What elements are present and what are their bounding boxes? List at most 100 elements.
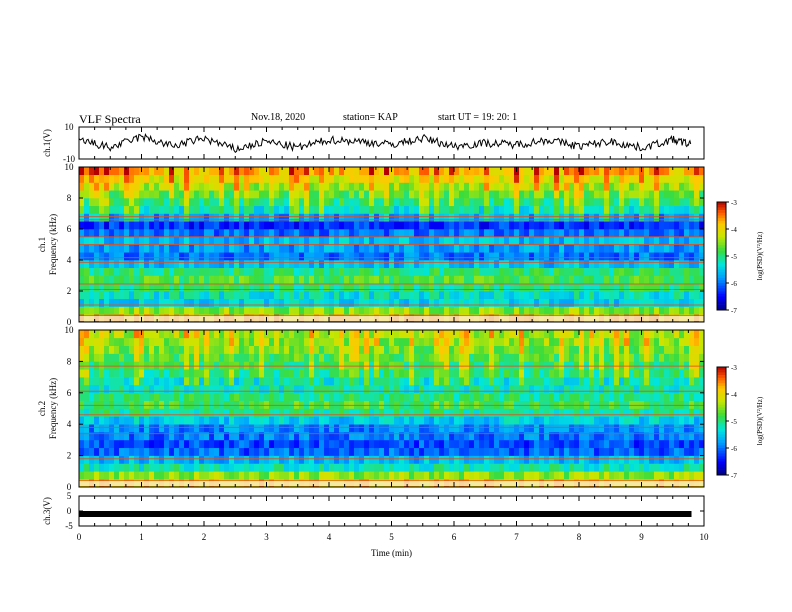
- psd-cell: [644, 182, 650, 191]
- psd-cell: [304, 337, 310, 346]
- psd-cell: [149, 447, 155, 456]
- psd-cell: [284, 408, 290, 417]
- psd-cell: [359, 306, 365, 315]
- psd-cell: [499, 463, 505, 472]
- psd-cell: [339, 198, 345, 207]
- psd-cell: [304, 369, 310, 378]
- psd-cell: [139, 463, 145, 472]
- psd-cell: [579, 283, 585, 292]
- psd-cell: [434, 463, 440, 472]
- psd-cell: [564, 236, 570, 245]
- psd-cell: [544, 236, 550, 245]
- psd-cell: [174, 229, 180, 238]
- psd-cell: [119, 432, 125, 441]
- psd-cell: [374, 345, 380, 354]
- psd-cell: [174, 361, 180, 370]
- psd-cell: [184, 298, 190, 307]
- psd-cell: [379, 291, 385, 300]
- psd-cell: [509, 447, 515, 456]
- psd-cell: [639, 471, 645, 480]
- psd-cell: [359, 291, 365, 300]
- psd-cell: [199, 190, 205, 199]
- psd-cell: [199, 353, 205, 362]
- psd-cell: [134, 463, 140, 472]
- psd-cell: [509, 455, 515, 464]
- psd-cell: [94, 392, 100, 401]
- psd-cell: [189, 291, 195, 300]
- psd-cell: [219, 283, 225, 292]
- psd-cell: [509, 463, 515, 472]
- psd-cell: [694, 236, 700, 245]
- psd-cell: [369, 283, 375, 292]
- psd-cell: [149, 213, 155, 222]
- psd-cell: [459, 190, 465, 199]
- psd-cell: [159, 369, 165, 378]
- psd-cell: [549, 267, 555, 276]
- psd-cell: [689, 361, 695, 370]
- psd-cell: [489, 384, 495, 394]
- psd-cell: [129, 463, 135, 472]
- psd-cell: [664, 408, 670, 417]
- psd-cell: [609, 182, 615, 191]
- psd-cell: [104, 471, 110, 480]
- psd-cell: [664, 298, 670, 307]
- psd-cell: [324, 221, 330, 230]
- psd-cell: [149, 182, 155, 191]
- psd-cell: [609, 174, 615, 183]
- psd-cell: [134, 330, 140, 339]
- psd-cell: [654, 244, 660, 253]
- psd-cell: [479, 213, 485, 222]
- psd-cell: [464, 447, 470, 456]
- psd-cell: [429, 345, 435, 354]
- psd-cell: [164, 298, 170, 307]
- psd-cell: [289, 244, 295, 253]
- psd-cell: [109, 353, 115, 362]
- psd-cell: [449, 361, 455, 370]
- psd-cell: [404, 213, 410, 222]
- psd-cell: [579, 260, 585, 269]
- psd-cell: [569, 306, 575, 315]
- psd-cell: [639, 432, 645, 441]
- psd-cell: [224, 291, 230, 300]
- psd-cell: [644, 298, 650, 307]
- psd-cell: [664, 471, 670, 480]
- psd-cell: [134, 236, 140, 245]
- psd-cell: [464, 236, 470, 245]
- psd-cell: [614, 345, 620, 354]
- psd-cell: [639, 455, 645, 464]
- psd-cell: [624, 471, 630, 480]
- psd-cell: [439, 213, 445, 222]
- psd-cell: [584, 306, 590, 315]
- psd-cell: [414, 205, 420, 214]
- psd-cell: [399, 353, 405, 362]
- psd-cell: [664, 330, 670, 339]
- psd-cell: [589, 361, 595, 370]
- psd-cell: [469, 408, 475, 417]
- psd-cell: [234, 377, 240, 386]
- psd-cell: [679, 361, 685, 370]
- psd-cell: [369, 384, 375, 394]
- psd-cell: [224, 384, 230, 394]
- psd-cell: [374, 337, 380, 346]
- psd-cell: [204, 400, 210, 409]
- psd-cell: [164, 463, 170, 472]
- psd-cell: [619, 377, 625, 386]
- psd-cell: [204, 361, 210, 370]
- psd-cell: [484, 400, 490, 409]
- psd-cell: [379, 416, 385, 425]
- psd-cell: [309, 408, 315, 417]
- psd-cell: [329, 447, 335, 456]
- psd-cell: [219, 471, 225, 480]
- psd-cell: [274, 306, 280, 315]
- psd-cell: [339, 298, 345, 307]
- psd-cell: [334, 463, 340, 472]
- psd-cell: [349, 244, 355, 253]
- psd-cell: [254, 229, 260, 238]
- psd-cell: [614, 392, 620, 401]
- psd-cell: [154, 229, 160, 238]
- date-label: Nov.18, 2020: [251, 112, 306, 123]
- psd-cell: [684, 447, 690, 456]
- psd-cell: [449, 392, 455, 401]
- psd-cell: [399, 252, 405, 261]
- psd-cell: [349, 330, 355, 339]
